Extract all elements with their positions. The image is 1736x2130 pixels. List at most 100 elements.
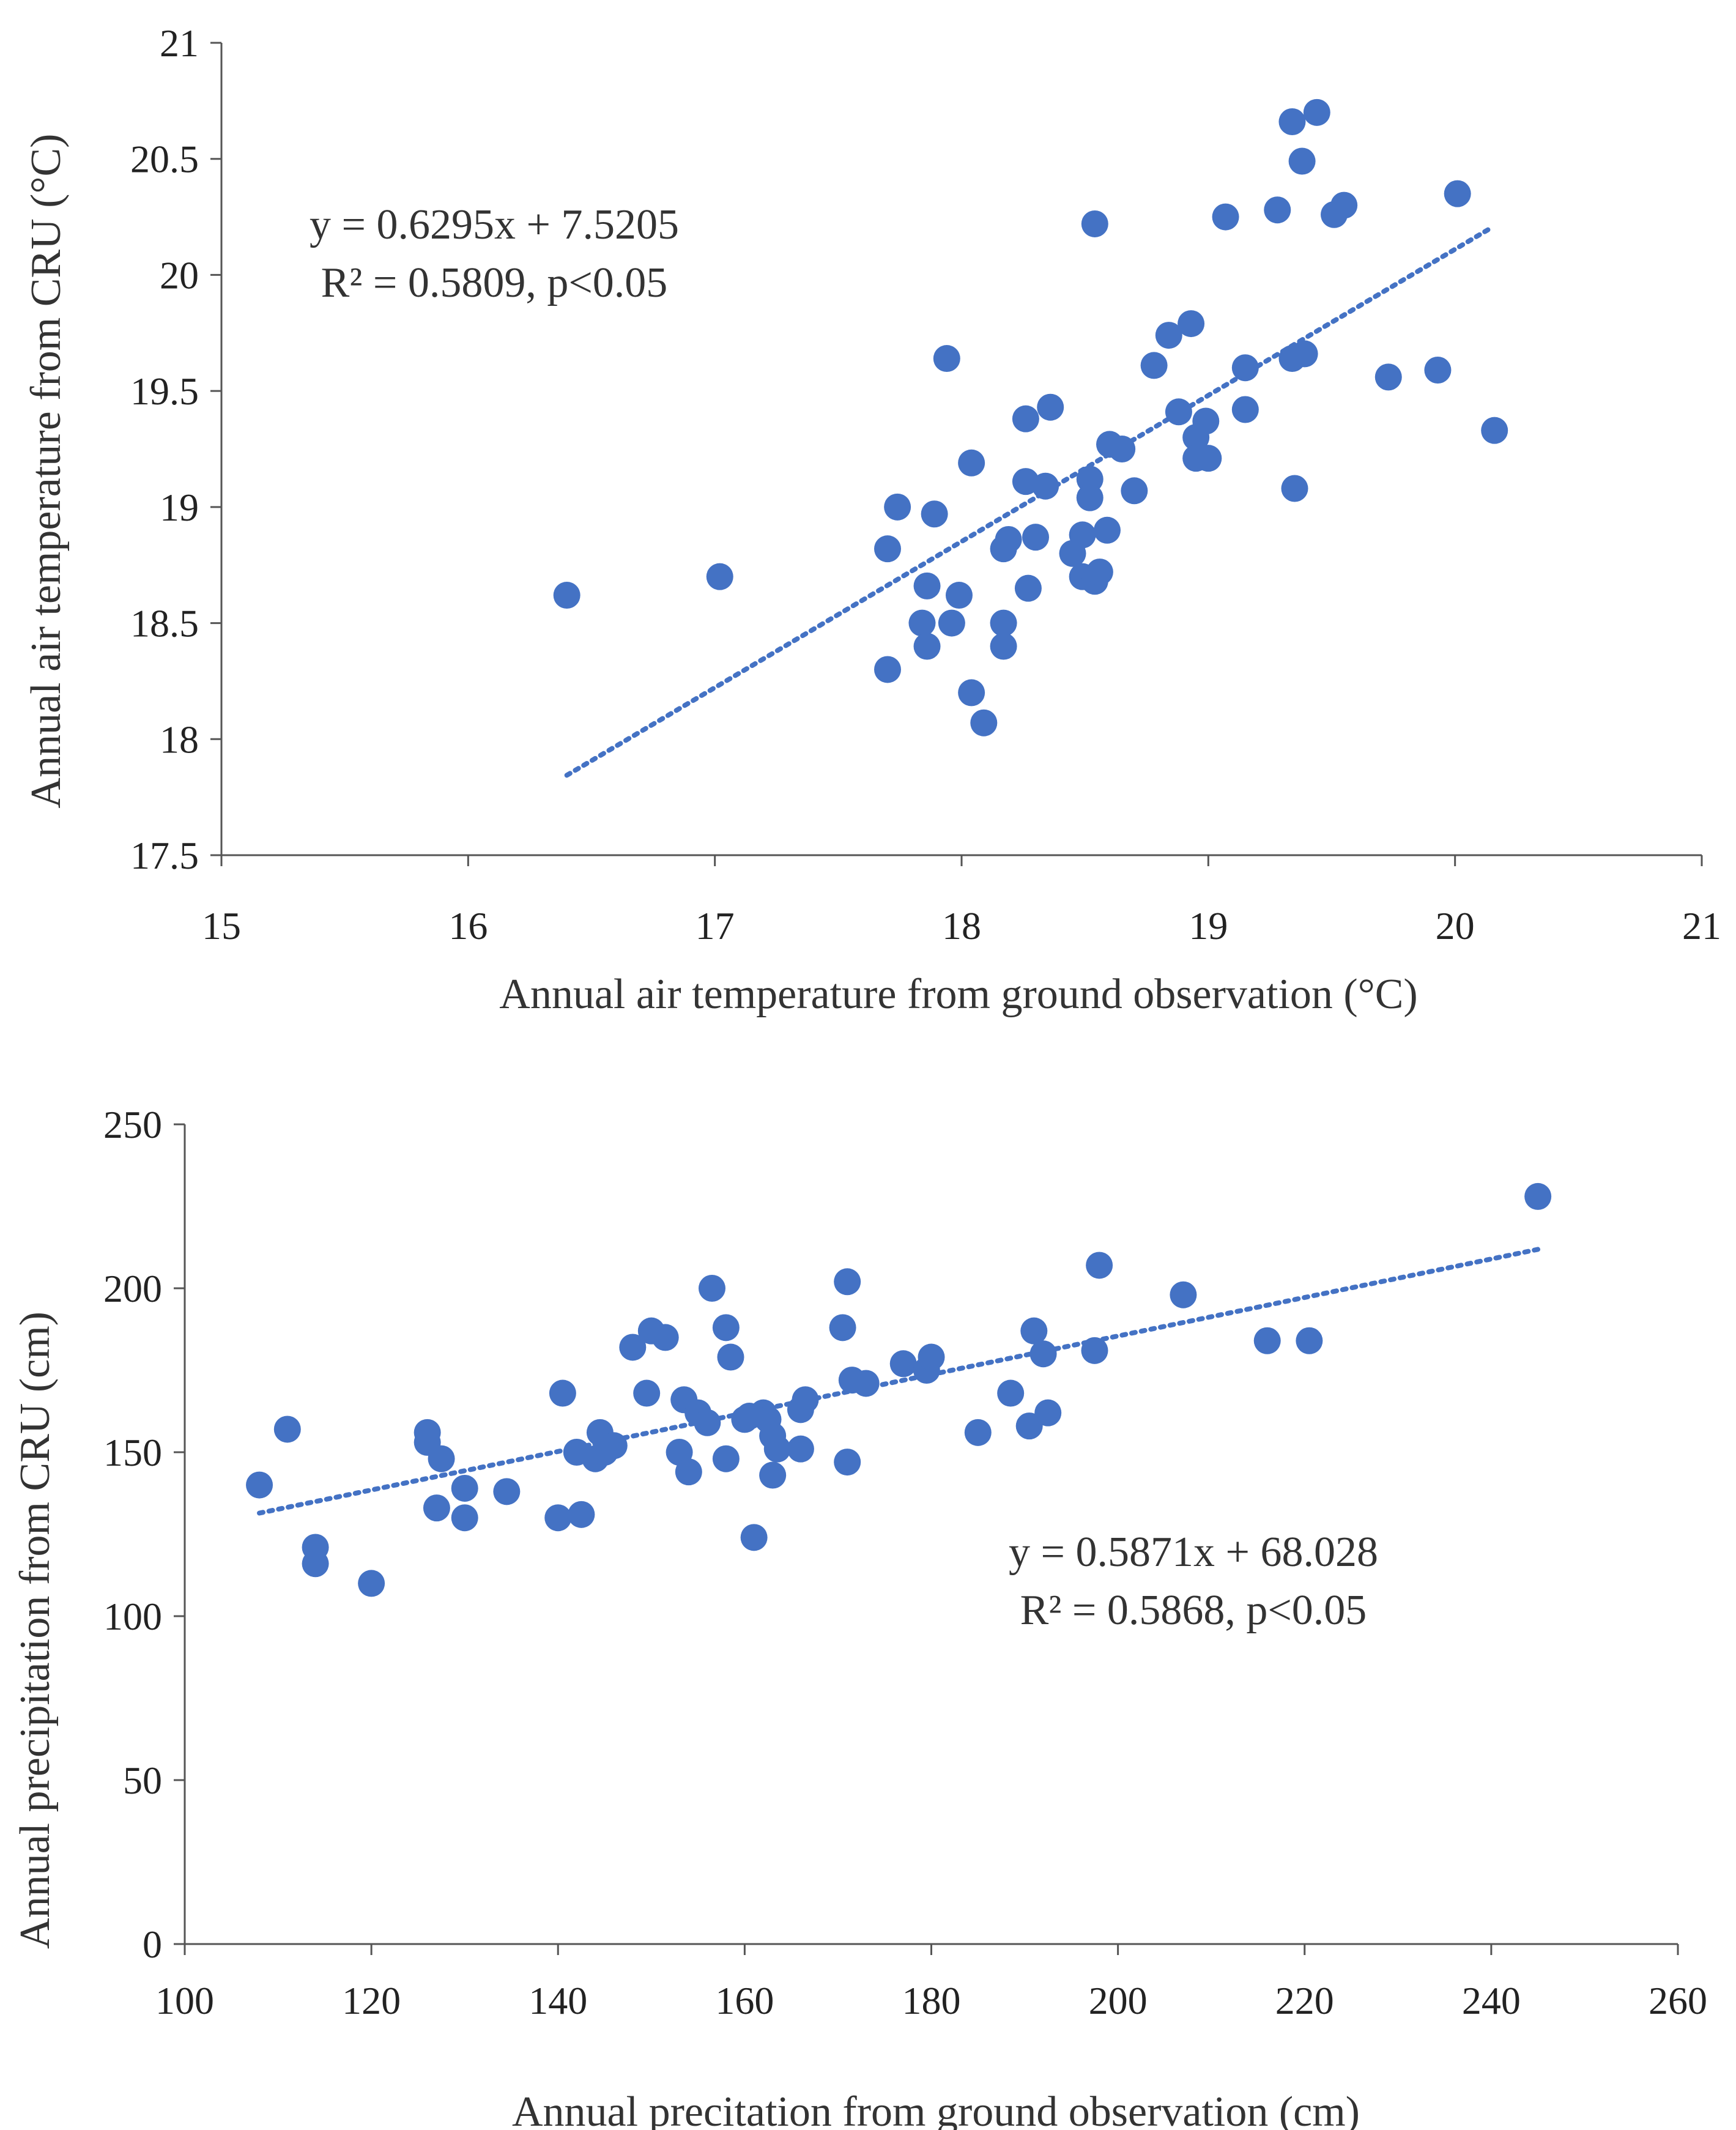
precipitation-point-12 [544,1504,572,1532]
temperature-point-32 [1086,558,1113,586]
precipitation-point-23 [651,1324,679,1351]
precipitation-point-3 [302,1550,329,1578]
precipitation-point-41 [787,1435,814,1463]
precipitation-x-tick-label: 220 [1275,1979,1334,2022]
temperature-point-4 [884,493,911,521]
temperature-point-11 [945,582,973,609]
temperature-scatter-chart: 15 16 17 18 19 20 21 17.5 18 18.5 19 19.5 20 20.5 21 y… [23,21,1721,1018]
temperature-point-15 [990,609,1017,637]
temperature-point-53 [1291,340,1318,368]
temperature-point-37 [1140,352,1168,379]
precipitation-point-60 [1170,1281,1197,1308]
temperature-point-39 [1165,398,1192,426]
precipitation-y-tick-label: 0 [143,1923,162,1966]
temperature-y-tick-label: 17.5 [130,834,199,877]
temperature-y-tick-label: 20 [160,253,199,297]
precipitation-point-1 [273,1416,301,1443]
precipitation-point-40 [763,1435,791,1463]
precipitation-x-tick-label: 180 [902,1979,961,2022]
temperature-point-6 [913,572,941,599]
precipitation-point-49 [889,1350,917,1378]
temperature-point-52 [1288,147,1316,175]
temperature-point-60 [1481,417,1508,444]
temperature-point-7 [913,633,941,660]
temperature-point-38 [1155,322,1182,349]
precipitation-point-54 [1015,1412,1043,1440]
precipitation-x-tick-label: 100 [155,1979,214,2022]
precipitation-point-56 [1029,1340,1057,1368]
temperature-point-58 [1424,356,1452,384]
temperature-point-3 [874,656,901,683]
temperature-point-1 [706,563,733,590]
temperature-point-50 [1278,108,1306,136]
temperature-point-18 [995,525,1022,553]
temperature-point-5 [908,609,936,637]
temperature-y-tick-label: 18 [160,718,199,761]
precipitation-point-0 [246,1471,273,1499]
precipitation-point-51 [918,1343,945,1371]
temperature-point-40 [1178,310,1205,338]
precipitation-y-tick-label: 250 [103,1103,162,1146]
precipitation-point-32 [717,1343,744,1371]
precipitation-point-57 [1034,1399,1062,1427]
precipitation-point-30 [712,1314,740,1341]
temperature-r2: R² = 0.5809, p<0.05 [321,259,668,306]
precipitation-equation: y = 0.5871x + 68.028 [1009,1529,1378,1576]
precipitation-scatter-chart: 100 120 140 160 180 200 220 240 260 0 50 100 150 200 2… [12,1103,1707,2130]
precipitation-point-35 [740,1524,768,1551]
temperature-point-22 [1022,524,1049,551]
precipitation-point-29 [698,1275,725,1302]
temperature-point-51 [1281,475,1308,502]
precipitation-point-44 [829,1314,856,1341]
temperature-point-10 [938,609,965,637]
temperature-y-tick-label: 21 [160,21,199,65]
temperature-point-12 [958,449,985,477]
precipitation-point-21 [633,1379,661,1407]
precipitation-point-52 [964,1419,992,1446]
temperature-point-36 [1121,477,1148,505]
precipitation-point-58 [1081,1337,1108,1364]
precipitation-r2: R² = 0.5868, p<0.05 [1020,1587,1367,1634]
precipitation-point-11 [493,1478,521,1505]
temperature-point-24 [1037,393,1064,421]
temperature-point-45 [1212,203,1239,231]
temperature-point-31 [1081,210,1108,237]
temperature-point-9 [933,345,960,373]
precipitation-points [246,1182,1552,1597]
temperature-y-axis-title: Annual air temperature from CRU (°C) [23,134,70,809]
precipitation-point-26 [675,1458,702,1486]
temperature-point-59 [1444,180,1471,207]
temperature-point-26 [1069,521,1096,549]
precipitation-point-7 [423,1494,450,1522]
precipitation-y-tick-label: 150 [103,1431,162,1474]
temperature-point-48 [1264,196,1291,224]
precipitation-point-62 [1296,1327,1323,1354]
temperature-point-13 [958,679,985,707]
precipitation-x-tick-label: 120 [342,1979,401,2022]
temperature-x-axis-title: Annual air temperature from ground obser… [499,971,1417,1018]
temperature-point-29 [1076,484,1104,511]
temperature-x-tick-label: 21 [1682,904,1721,948]
precipitation-y-tick-label: 100 [103,1595,162,1638]
precipitation-point-45 [834,1449,861,1476]
temperature-point-43 [1192,407,1220,435]
precipitation-point-43 [792,1386,819,1414]
precipitation-point-59 [1086,1252,1113,1279]
precipitation-point-8 [428,1445,455,1472]
precipitation-point-53 [997,1379,1025,1407]
precipitation-y-axis-title: Annual precipitation from CRU (cm) [12,1312,59,1949]
precipitation-point-19 [600,1432,628,1460]
precipitation-point-39 [759,1461,787,1489]
precipitation-point-28 [694,1409,721,1436]
temperature-axes: 15 16 17 18 19 20 21 17.5 18 18.5 19 19.5 20 20.5 21 [130,21,1721,948]
precipitation-x-tick-label: 200 [1089,1979,1148,2022]
precipitation-axes: 100 120 140 160 180 200 220 240 260 0 50 100 150 200 2… [103,1103,1707,2022]
precipitation-x-axis-title: Annual precitation from ground observati… [512,2088,1360,2130]
temperature-point-47 [1231,396,1259,423]
temperature-point-19 [1012,405,1039,432]
precipitation-y-tick-label: 200 [103,1267,162,1310]
temperature-x-tick-label: 17 [696,904,735,948]
temperature-point-33 [1093,516,1121,544]
temperature-point-46 [1231,354,1259,382]
